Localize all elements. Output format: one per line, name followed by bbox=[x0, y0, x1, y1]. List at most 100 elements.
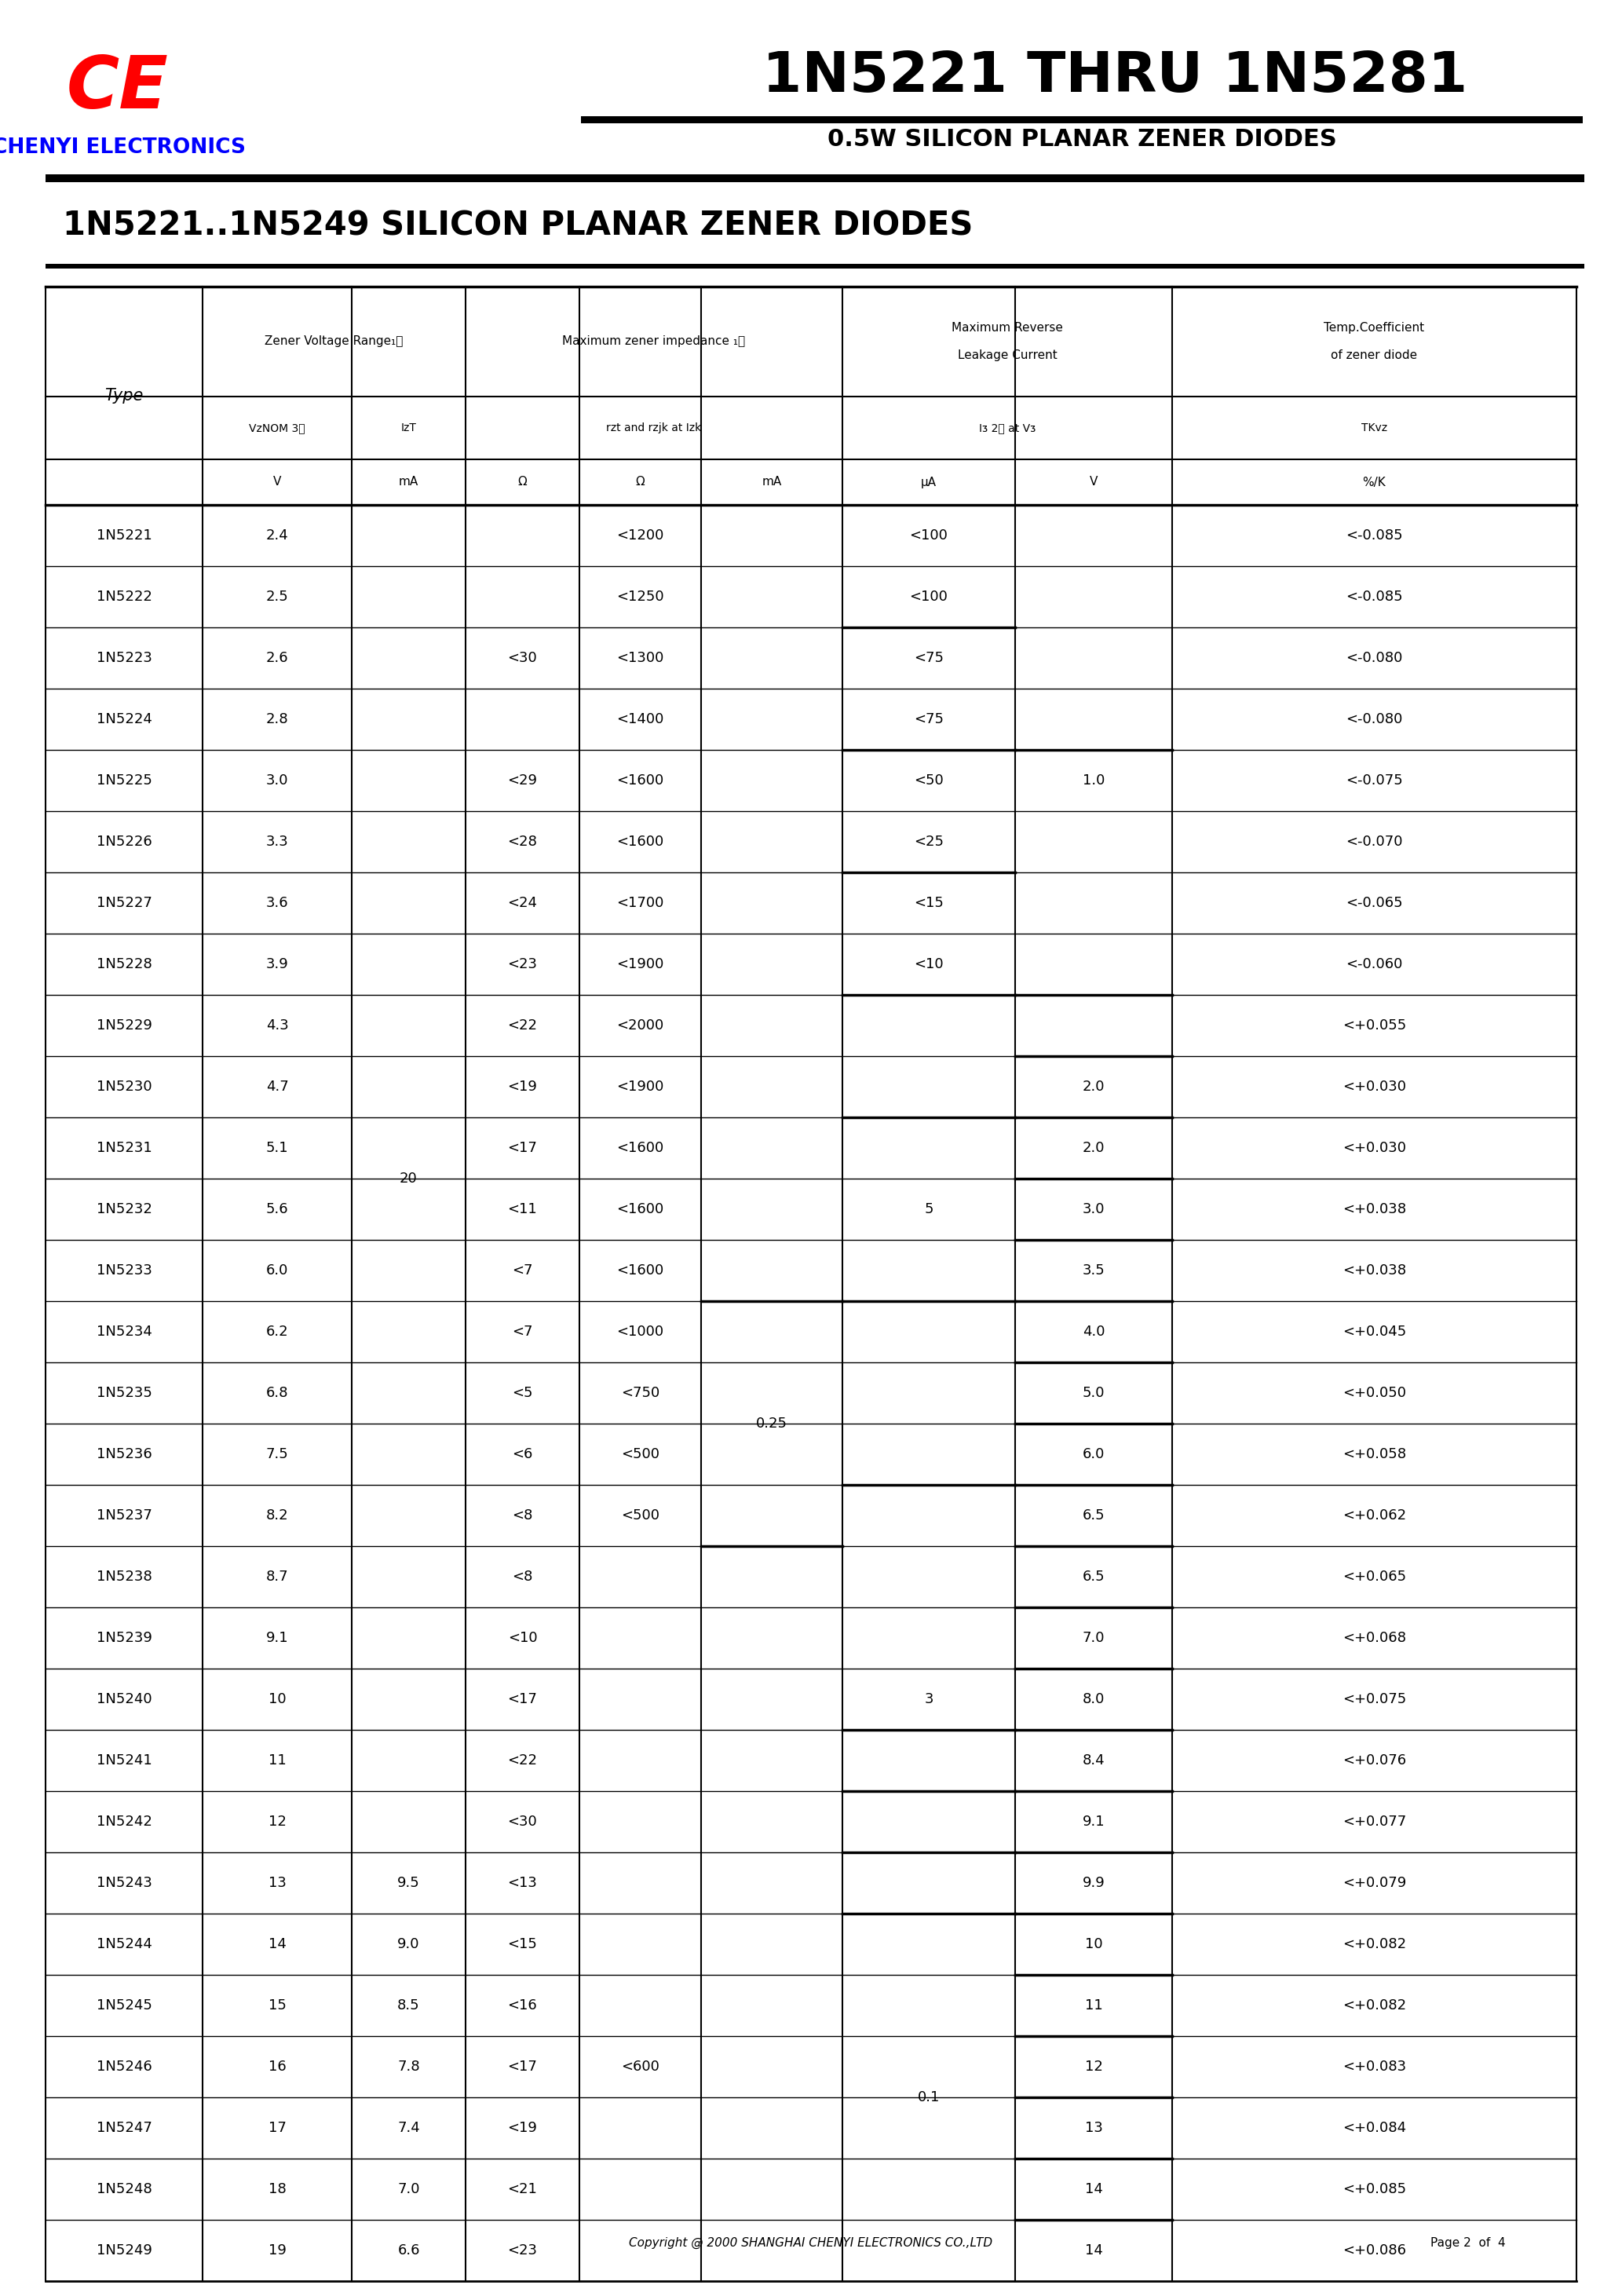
Text: 1N5234: 1N5234 bbox=[96, 1325, 152, 1339]
Text: 14: 14 bbox=[1085, 2243, 1103, 2257]
Text: CE: CE bbox=[67, 53, 169, 124]
Text: 3.0: 3.0 bbox=[1082, 1203, 1105, 1217]
Text: <+0.077: <+0.077 bbox=[1343, 1814, 1406, 1830]
Text: <15: <15 bbox=[913, 895, 944, 909]
Text: 1N5233: 1N5233 bbox=[96, 1263, 152, 1277]
Text: 9.1: 9.1 bbox=[1082, 1814, 1105, 1830]
Text: Copyright @ 2000 SHANGHAI CHENYI ELECTRONICS CO.,LTD: Copyright @ 2000 SHANGHAI CHENYI ELECTRO… bbox=[629, 2236, 993, 2248]
Text: <1600: <1600 bbox=[616, 1203, 663, 1217]
Text: <500: <500 bbox=[621, 1508, 660, 1522]
Text: 0.1: 0.1 bbox=[918, 2089, 939, 2105]
Text: <+0.082: <+0.082 bbox=[1343, 1938, 1406, 1952]
Text: 8.0: 8.0 bbox=[1082, 1692, 1105, 1706]
Text: 8.2: 8.2 bbox=[266, 1508, 289, 1522]
Text: 3.5: 3.5 bbox=[1082, 1263, 1105, 1277]
Text: <75: <75 bbox=[913, 652, 944, 666]
Text: 2.4: 2.4 bbox=[266, 528, 289, 542]
Text: <13: <13 bbox=[508, 1876, 537, 1890]
Text: <23: <23 bbox=[508, 957, 537, 971]
Text: 6.0: 6.0 bbox=[266, 1263, 289, 1277]
Text: <11: <11 bbox=[508, 1203, 537, 1217]
Text: <30: <30 bbox=[508, 652, 537, 666]
Text: 1N5235: 1N5235 bbox=[96, 1387, 152, 1401]
Text: <8: <8 bbox=[513, 1508, 534, 1522]
Text: Iᴣ 2⧳ at Vᴣ: Iᴣ 2⧳ at Vᴣ bbox=[978, 422, 1036, 434]
Text: 5: 5 bbox=[925, 1203, 933, 1217]
Text: 2.0: 2.0 bbox=[1082, 1079, 1105, 1093]
Text: <-0.080: <-0.080 bbox=[1346, 652, 1403, 666]
Text: 7.0: 7.0 bbox=[1082, 1630, 1105, 1644]
Text: 8.4: 8.4 bbox=[1082, 1754, 1105, 1768]
Text: 6.0: 6.0 bbox=[1082, 1446, 1105, 1460]
Text: 1N5247: 1N5247 bbox=[96, 2122, 152, 2135]
Text: <1600: <1600 bbox=[616, 1141, 663, 1155]
Text: mA: mA bbox=[399, 475, 418, 489]
Text: <17: <17 bbox=[508, 1141, 537, 1155]
Text: <-0.080: <-0.080 bbox=[1346, 712, 1403, 726]
Text: <1250: <1250 bbox=[616, 590, 663, 604]
Text: Page 2  of  4: Page 2 of 4 bbox=[1431, 2236, 1505, 2248]
Text: CHENYI ELECTRONICS: CHENYI ELECTRONICS bbox=[0, 138, 247, 158]
Text: 5.6: 5.6 bbox=[266, 1203, 289, 1217]
Text: VᴢNOM 3⧳: VᴢNOM 3⧳ bbox=[250, 422, 305, 434]
Text: <-0.060: <-0.060 bbox=[1346, 957, 1403, 971]
Text: 6.2: 6.2 bbox=[266, 1325, 289, 1339]
Text: 10: 10 bbox=[1085, 1938, 1103, 1952]
Text: <10: <10 bbox=[913, 957, 944, 971]
Text: 1N5240: 1N5240 bbox=[96, 1692, 152, 1706]
Text: 15: 15 bbox=[268, 1998, 285, 2014]
Text: <7: <7 bbox=[513, 1263, 534, 1277]
Text: <+0.075: <+0.075 bbox=[1343, 1692, 1406, 1706]
Text: 1N5239: 1N5239 bbox=[96, 1630, 152, 1644]
Text: 3: 3 bbox=[925, 1692, 933, 1706]
Text: 3.0: 3.0 bbox=[266, 774, 289, 788]
Text: <-0.085: <-0.085 bbox=[1346, 590, 1403, 604]
Text: 10: 10 bbox=[268, 1692, 285, 1706]
Text: <2000: <2000 bbox=[616, 1019, 663, 1033]
Text: 11: 11 bbox=[1085, 1998, 1103, 2014]
Text: 1.0: 1.0 bbox=[1082, 774, 1105, 788]
Text: Temp.Coefficient

of zener diode: Temp.Coefficient of zener diode bbox=[1324, 321, 1424, 360]
Text: 6.5: 6.5 bbox=[1082, 1570, 1105, 1584]
Text: 14: 14 bbox=[1085, 2181, 1103, 2197]
Text: Zener Voltage Range₁⧳: Zener Voltage Range₁⧳ bbox=[264, 335, 404, 347]
Text: <+0.058: <+0.058 bbox=[1343, 1446, 1406, 1460]
Text: <+0.085: <+0.085 bbox=[1343, 2181, 1406, 2197]
Text: 1N5249: 1N5249 bbox=[96, 2243, 152, 2257]
Text: <+0.038: <+0.038 bbox=[1343, 1203, 1406, 1217]
Text: 3.9: 3.9 bbox=[266, 957, 289, 971]
Text: <1600: <1600 bbox=[616, 774, 663, 788]
Text: <50: <50 bbox=[913, 774, 944, 788]
Text: <-0.085: <-0.085 bbox=[1346, 528, 1403, 542]
Text: 9.1: 9.1 bbox=[266, 1630, 289, 1644]
Text: 1N5228: 1N5228 bbox=[96, 957, 152, 971]
Text: 6.6: 6.6 bbox=[397, 2243, 420, 2257]
Text: <+0.082: <+0.082 bbox=[1343, 1998, 1406, 2014]
Text: 9.5: 9.5 bbox=[397, 1876, 420, 1890]
Text: <500: <500 bbox=[621, 1446, 660, 1460]
Text: <25: <25 bbox=[913, 836, 944, 850]
Text: 1N5231: 1N5231 bbox=[96, 1141, 152, 1155]
Text: <75: <75 bbox=[913, 712, 944, 726]
Bar bbox=[45, 174, 1585, 181]
Text: <-0.075: <-0.075 bbox=[1346, 774, 1403, 788]
Text: <600: <600 bbox=[621, 2060, 660, 2073]
Text: <1600: <1600 bbox=[616, 1263, 663, 1277]
Text: 6.5: 6.5 bbox=[1082, 1508, 1105, 1522]
Text: <-0.065: <-0.065 bbox=[1346, 895, 1403, 909]
Text: 1N5246: 1N5246 bbox=[96, 2060, 152, 2073]
Text: 1N5226: 1N5226 bbox=[96, 836, 152, 850]
Text: TKvz: TKvz bbox=[1361, 422, 1387, 434]
Text: <+0.050: <+0.050 bbox=[1343, 1387, 1406, 1401]
Text: 1N5236: 1N5236 bbox=[96, 1446, 152, 1460]
Text: 13: 13 bbox=[1085, 2122, 1103, 2135]
Text: Maximum zener impedance ₁⧳: Maximum zener impedance ₁⧳ bbox=[563, 335, 746, 347]
Text: 11: 11 bbox=[268, 1754, 285, 1768]
Text: <24: <24 bbox=[508, 895, 537, 909]
Text: <30: <30 bbox=[508, 1814, 537, 1830]
Text: μA: μA bbox=[921, 475, 936, 489]
Text: 5.0: 5.0 bbox=[1082, 1387, 1105, 1401]
Text: V: V bbox=[272, 475, 281, 489]
Text: 1N5223: 1N5223 bbox=[96, 652, 152, 666]
Text: 4.3: 4.3 bbox=[266, 1019, 289, 1033]
